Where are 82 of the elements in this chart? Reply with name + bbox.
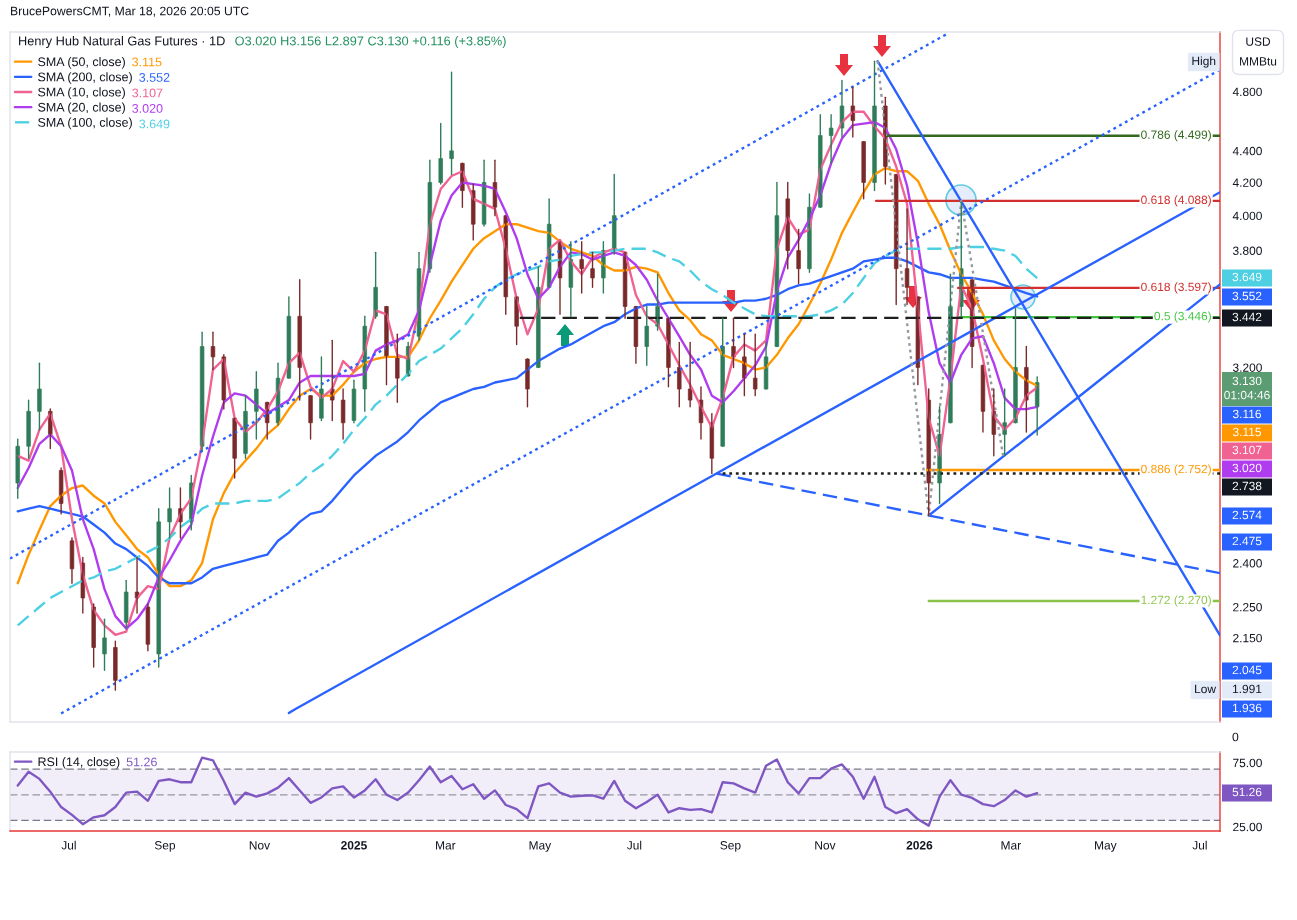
series-label: 0.5 (3.446) (1154, 311, 1211, 323)
y-tick-label: 4.200 (1232, 178, 1262, 187)
candlestick (102, 618, 107, 672)
text: 3.552 (1232, 291, 1262, 301)
x-tick-label: 2026 (906, 841, 933, 850)
candlestick (579, 240, 584, 294)
y-tick-label: 4.800 (1232, 87, 1262, 97)
x-tick-label: Nov (249, 841, 271, 850)
y-tick-label: 25.00 (1233, 822, 1262, 832)
series-label: 0.886 (2.752) (1141, 464, 1211, 476)
y-tick-label: 2.250 (1233, 602, 1262, 612)
y-tick-label: 4.400 (1232, 146, 1262, 156)
x-tick-label: Nov (815, 841, 836, 850)
annotation: 3.552 (139, 73, 170, 82)
y-tick-label: 75.00 (1233, 758, 1262, 768)
candlestick (167, 487, 172, 539)
text: 51.26 (1232, 787, 1262, 797)
candlestick (796, 228, 801, 285)
x-tick-label: May (529, 841, 552, 852)
x-tick-label: Mar (1001, 841, 1021, 850)
text: 3.649 (1232, 272, 1262, 282)
x-tick-label: Jul (61, 840, 76, 850)
y-tick-label: 4.000 (1232, 211, 1262, 221)
y-tick-label: 3.200 (1232, 363, 1262, 372)
line-series (16, 756, 1039, 827)
text: 0 (1232, 732, 1239, 742)
candlestick (644, 305, 649, 367)
legend-label: SMA (100, close) (38, 117, 132, 130)
text: 2.045 (1232, 665, 1262, 675)
candlestick (590, 251, 595, 289)
text: 1.991 (1232, 684, 1262, 694)
legend-label: SMA (50, close) (38, 57, 125, 69)
text: 3.115 (1232, 427, 1262, 437)
candlestick (861, 140, 866, 200)
x-tick-label: May (1095, 841, 1117, 852)
candlestick (37, 362, 42, 431)
annotation: 3.020 (132, 104, 163, 113)
series-label: 1.272 (2.270) (1141, 595, 1211, 607)
text: 2.574 (1232, 510, 1262, 520)
text: 1.936 (1232, 703, 1262, 713)
text: 3.107 (1232, 445, 1262, 455)
candlestick (124, 579, 129, 630)
chart-title: Henry Hub Natural Gas Futures · 1D (19, 36, 225, 48)
candlestick (438, 122, 443, 185)
text: 2.475 (1232, 536, 1262, 546)
legend-label: SMA (10, close) (38, 87, 125, 99)
chart-subtitle: O3.020 H3.156 L2.897 C3.130 +0.116 (+3.85%) (235, 36, 506, 48)
legend-label: RSI (14, close) (38, 757, 120, 769)
y-tick-label: 2.400 (1233, 559, 1262, 568)
series-label: 0.618 (4.088) (1141, 195, 1211, 207)
x-tick-label: Jul (1192, 840, 1207, 850)
text: 3.442 (1232, 312, 1262, 322)
legend-label: SMA (200, close) (38, 72, 132, 84)
x-tick-label: Sep (720, 841, 741, 852)
text: BrucePowersCMT, Mar 18, 2026 20:05 UTC (11, 6, 249, 17)
y-tick-label: 2.150 (1233, 633, 1262, 643)
line-series (876, 59, 1005, 517)
annotation: 3.649 (139, 119, 170, 129)
annotation: Low (1195, 684, 1217, 694)
y-axis-title: USD MMBtu (1240, 37, 1277, 66)
candlestick (753, 333, 758, 397)
annotation: 3.115 (132, 57, 162, 67)
candlestick (449, 71, 454, 176)
x-tick-label: 2025 (341, 841, 367, 850)
y-tick-label: 3.800 (1232, 246, 1262, 255)
text: 3.130 01:04:46 (1224, 376, 1270, 400)
x-tick-label: Sep (154, 841, 176, 852)
x-tick-label: Jul (626, 840, 642, 850)
legend-label: SMA (20, close) (38, 102, 125, 115)
text: 3.116 (1232, 409, 1261, 419)
candlestick (26, 399, 31, 459)
candlestick (308, 394, 313, 440)
x-tick-label: Mar (436, 841, 456, 850)
series-label: 0.786 (4.499) (1141, 130, 1211, 142)
candlestick (113, 640, 118, 691)
series-label: 0.618 (3.597) (1141, 282, 1211, 294)
text: 2.738 (1232, 481, 1262, 491)
annotation: High (1192, 56, 1216, 68)
text: 3.020 (1232, 463, 1262, 473)
annotation: 3.107 (132, 88, 163, 98)
line-series (16, 166, 1039, 588)
annotation: 51.26 (126, 757, 157, 767)
